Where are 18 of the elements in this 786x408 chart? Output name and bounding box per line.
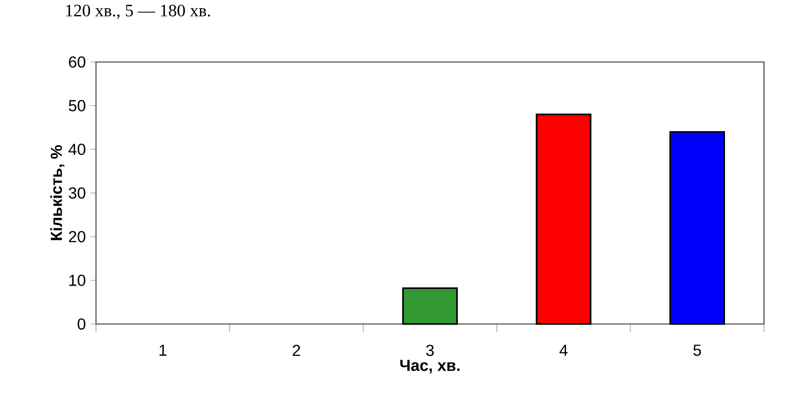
bar [669,131,726,325]
x-axis-title: Час, хв. [400,360,460,374]
y-tick-label: 10 [69,274,86,286]
y-tick-label: 0 [78,318,86,330]
y-tick-label: 20 [68,231,86,242]
y-tick-label: 50 [68,100,86,112]
x-tick-label: 2 [292,344,300,356]
x-tick-label: 1 [160,344,166,356]
bar [402,287,458,325]
y-tick-label: 40 [68,144,86,155]
x-tick-label: 5 [693,344,701,356]
x-tick-label: 3 [426,344,434,356]
y-axis-title: Кількість, % [50,145,64,240]
bar [536,114,592,325]
y-tick-label: 30 [68,187,86,199]
y-tick-label: 60 [68,56,86,68]
x-tick-label: 4 [560,344,568,356]
text: 120 хв., 5 — 180 хв. [66,4,210,19]
